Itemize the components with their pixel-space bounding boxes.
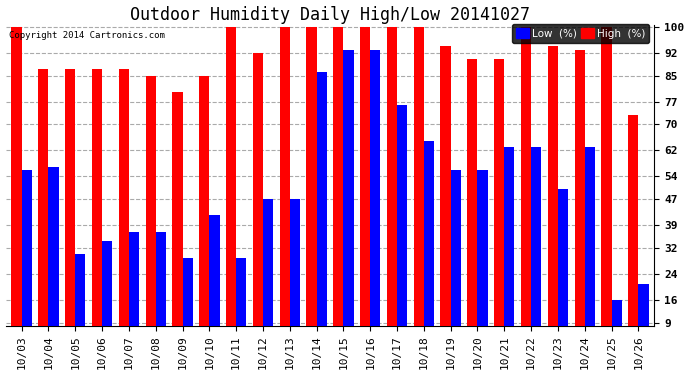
Bar	[494, 59, 504, 352]
Bar	[602, 27, 611, 352]
Bar	[129, 232, 139, 352]
Bar	[558, 189, 568, 352]
Bar	[253, 53, 263, 352]
Bar	[414, 27, 424, 352]
Title: Outdoor Humidity Daily High/Low 20141027: Outdoor Humidity Daily High/Low 20141027	[130, 6, 530, 24]
Bar	[12, 27, 21, 352]
Bar	[146, 75, 156, 352]
Bar	[440, 46, 451, 352]
Bar	[183, 258, 193, 352]
Bar	[451, 170, 461, 352]
Bar	[628, 114, 638, 352]
Bar	[317, 72, 327, 352]
Bar	[424, 141, 434, 352]
Bar	[575, 50, 584, 352]
Bar	[263, 199, 273, 352]
Bar	[584, 147, 595, 352]
Bar	[290, 199, 300, 352]
Bar	[236, 258, 246, 352]
Bar	[397, 105, 407, 352]
Bar	[279, 27, 290, 352]
Bar	[548, 46, 558, 352]
Bar	[521, 27, 531, 352]
Bar	[387, 27, 397, 352]
Bar	[172, 92, 183, 352]
Bar	[360, 27, 371, 352]
Bar	[38, 69, 48, 352]
Bar	[477, 170, 488, 352]
Bar	[504, 147, 515, 352]
Bar	[21, 170, 32, 352]
Legend: Low  (%), High  (%): Low (%), High (%)	[512, 24, 649, 43]
Text: Copyright 2014 Cartronics.com: Copyright 2014 Cartronics.com	[9, 31, 165, 40]
Bar	[65, 69, 75, 352]
Bar	[92, 69, 102, 352]
Bar	[75, 254, 86, 352]
Bar	[611, 300, 622, 352]
Bar	[531, 147, 542, 352]
Bar	[638, 284, 649, 352]
Bar	[102, 242, 112, 352]
Bar	[371, 50, 380, 352]
Bar	[156, 232, 166, 352]
Bar	[344, 50, 353, 352]
Bar	[199, 75, 209, 352]
Bar	[119, 69, 129, 352]
Bar	[48, 166, 59, 352]
Bar	[467, 59, 477, 352]
Bar	[209, 215, 219, 352]
Bar	[226, 27, 236, 352]
Bar	[333, 27, 344, 352]
Bar	[306, 27, 317, 352]
